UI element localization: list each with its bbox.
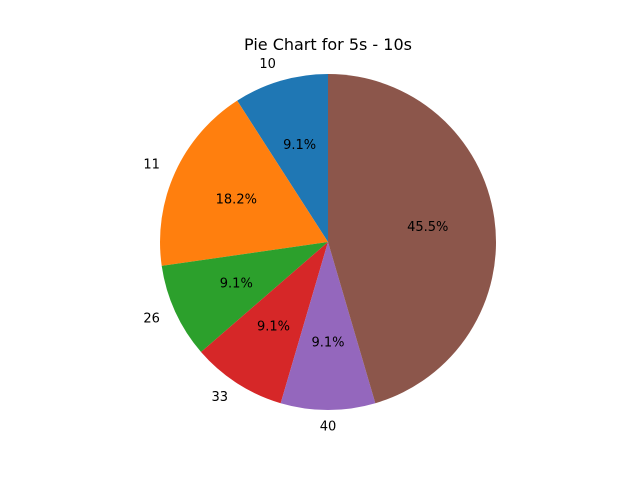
pie-slice-0 — [237, 74, 328, 242]
slice-percent-label-4: 9.1% — [311, 335, 344, 350]
slice-category-label-3: 33 — [212, 390, 229, 405]
slice-percent-label-5: 45.5% — [407, 220, 448, 235]
pie-slice-1 — [160, 100, 328, 266]
slice-percent-label-0: 9.1% — [283, 138, 316, 153]
slice-category-label-0: 10 — [259, 57, 276, 72]
pie-slices — [160, 74, 497, 411]
pie-slice-5 — [328, 74, 497, 404]
chart-title: Pie Chart for 5s - 10s — [244, 35, 412, 54]
slice-category-label-1: 11 — [143, 158, 160, 173]
slice-percent-label-3: 9.1% — [257, 319, 290, 334]
pie-slice-3 — [201, 242, 328, 404]
pie-labels: 9.1% 10 18.2% 11 9.1% 26 9.1% 33 9.1% 40 45.5% — [143, 57, 448, 434]
slice-category-label-2: 26 — [143, 311, 160, 326]
pie-slice-2 — [161, 242, 328, 353]
slice-percent-label-1: 18.2% — [216, 193, 257, 208]
slice-category-label-4: 40 — [320, 419, 337, 434]
pie-slice-4 — [280, 242, 376, 411]
slice-percent-label-2: 9.1% — [220, 276, 253, 291]
